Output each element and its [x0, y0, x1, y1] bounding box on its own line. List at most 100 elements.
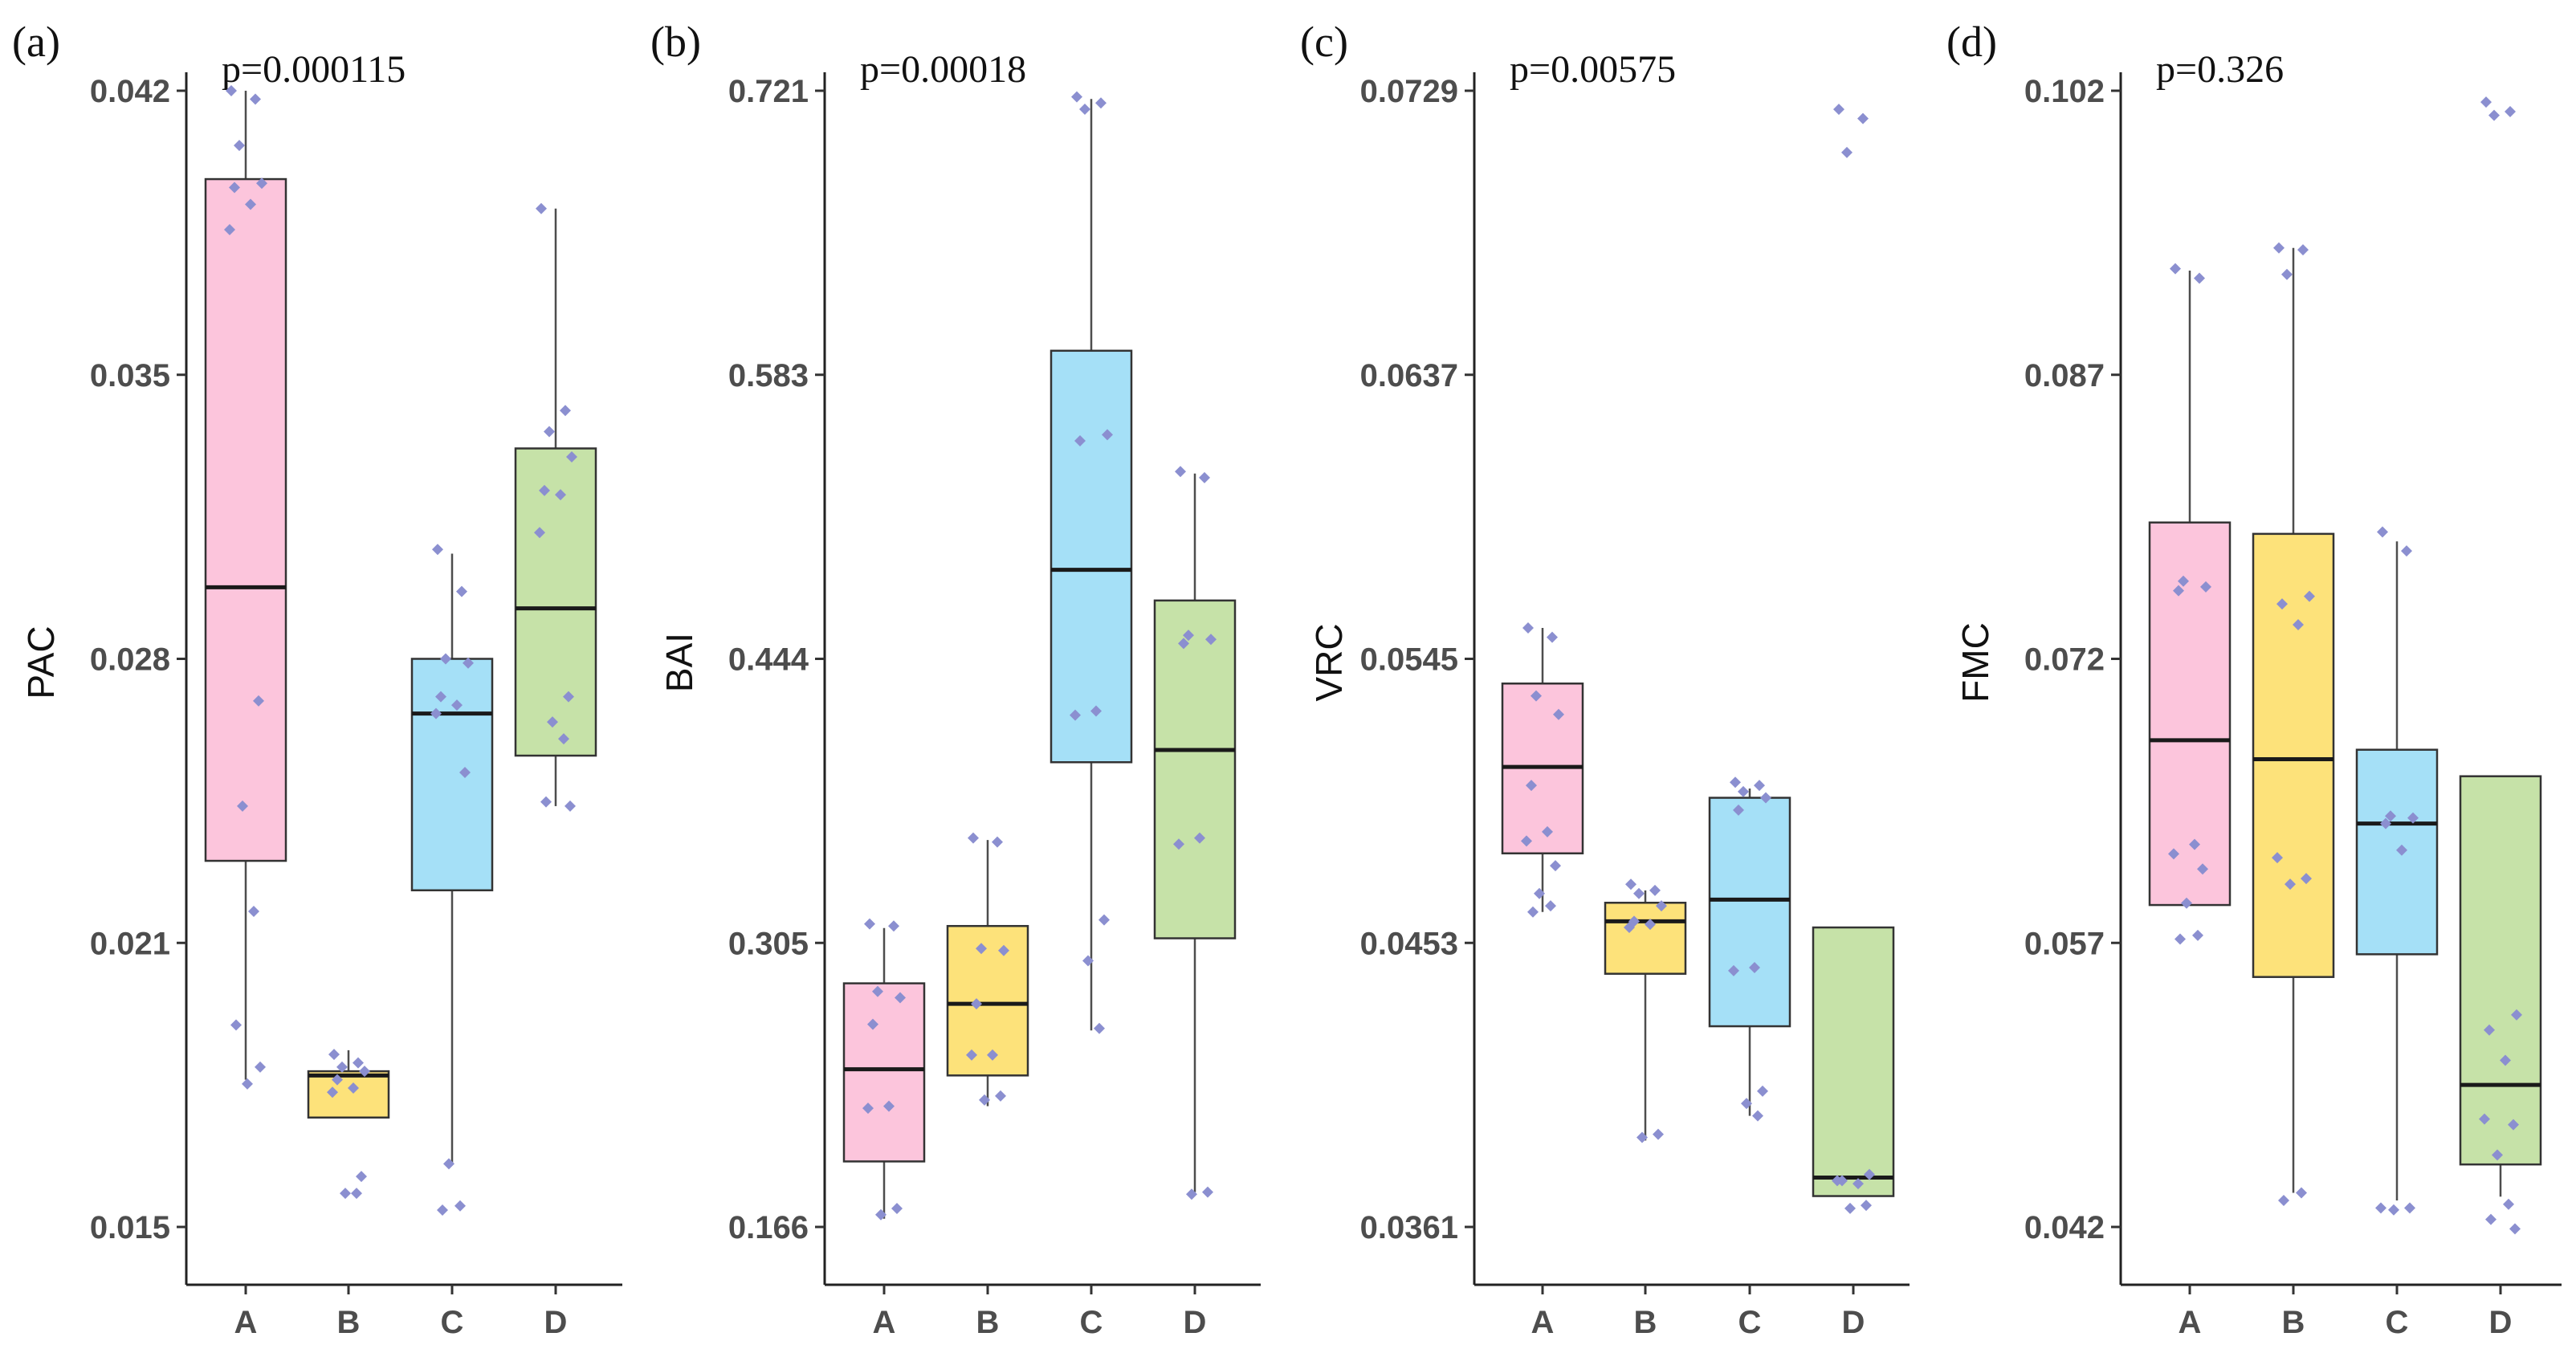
data-point [435, 691, 446, 703]
data-point [1633, 887, 1645, 899]
data-point [979, 1094, 990, 1106]
data-point [2189, 838, 2200, 850]
data-point [565, 800, 576, 812]
data-point [2484, 1024, 2495, 1036]
data-point [2278, 1194, 2289, 1206]
data-point [1547, 631, 1558, 643]
data-point [2488, 109, 2500, 121]
data-point [987, 1049, 998, 1061]
data-point [1202, 1186, 1213, 1198]
x-tick-label: A [234, 1305, 258, 1340]
data-point [1636, 1131, 1648, 1143]
y-tick-label: 0.042 [2024, 1210, 2105, 1245]
data-point [463, 657, 474, 669]
data-point [2304, 590, 2315, 602]
data-point [1653, 1128, 1664, 1140]
data-point [432, 544, 443, 556]
data-point [456, 585, 467, 597]
data-point [2168, 848, 2179, 860]
data-point [1833, 104, 1844, 116]
data-point [2173, 585, 2184, 597]
y-axis-title: BAI [658, 633, 700, 692]
box-D [2459, 775, 2542, 1166]
data-point [443, 1158, 454, 1170]
data-point [544, 426, 555, 438]
data-point [2479, 1113, 2490, 1125]
data-point [2192, 929, 2203, 941]
data-point [2380, 817, 2391, 829]
data-point [2385, 810, 2396, 822]
data-point [356, 1171, 367, 1183]
data-point [454, 1200, 466, 1212]
x-tick-label: C [2386, 1305, 2409, 1340]
data-point [2503, 1198, 2514, 1210]
data-point [2396, 844, 2407, 856]
y-tick-label: 0.0637 [1360, 358, 1458, 393]
data-point [875, 1208, 887, 1221]
data-point [2301, 873, 2312, 885]
x-tick-label: D [2489, 1305, 2513, 1340]
x-tick-label: D [1184, 1305, 1207, 1340]
box-group-A [2148, 263, 2232, 945]
data-point [242, 1078, 253, 1090]
data-point [555, 489, 566, 501]
data-point [1738, 785, 1749, 797]
data-point [1079, 103, 1090, 115]
data-point [539, 484, 550, 496]
data-point [1553, 708, 1564, 720]
data-point [2178, 575, 2189, 587]
p-value-annotation: p=0.326 [2156, 48, 2284, 91]
data-point [872, 985, 883, 997]
box-B [946, 924, 1029, 1077]
box-B [1604, 902, 1687, 975]
data-point [888, 920, 899, 932]
data-point [1760, 792, 1771, 804]
data-point [864, 918, 875, 930]
y-tick-label: 0.102 [2024, 74, 2105, 109]
y-tick-label: 0.444 [728, 642, 809, 678]
data-point [229, 181, 240, 194]
data-point [1526, 780, 1537, 792]
x-tick-label: B [976, 1305, 1000, 1340]
data-point [2508, 1119, 2519, 1131]
box-group-A [1501, 622, 1584, 918]
data-point [1844, 1202, 1856, 1214]
data-point [1534, 887, 1545, 899]
x-tick-label: A [2179, 1305, 2202, 1340]
data-point [867, 1018, 878, 1030]
data-point [1194, 832, 1205, 844]
data-point [327, 1086, 338, 1098]
data-point [1864, 1168, 1875, 1180]
y-tick-label: 0.305 [728, 926, 809, 961]
data-point [1857, 112, 1869, 124]
data-point [2511, 1009, 2522, 1021]
data-point [1645, 919, 1656, 931]
x-tick-label: A [873, 1305, 896, 1340]
y-tick-label: 0.057 [2024, 926, 2105, 961]
data-point [2175, 933, 2186, 945]
data-point [2401, 545, 2412, 557]
data-point [1550, 860, 1561, 872]
p-value-annotation: p=0.00018 [860, 48, 1026, 91]
data-point [563, 691, 574, 703]
x-tick-label: B [337, 1305, 361, 1340]
y-tick-label: 0.721 [728, 74, 809, 109]
box-C [2355, 748, 2439, 956]
y-tick-label: 0.583 [728, 358, 809, 393]
y-axis-title: FMC [1954, 622, 1996, 703]
data-point [1175, 466, 1186, 478]
data-point [2181, 897, 2192, 909]
data-point [234, 140, 245, 152]
x-tick-label: D [1842, 1305, 1865, 1340]
data-point [1757, 1085, 1768, 1097]
box-C [1708, 797, 1791, 1028]
data-point [1624, 922, 1635, 934]
data-point [1178, 638, 1189, 650]
box-D [1812, 926, 1895, 1197]
data-point [1090, 705, 1102, 717]
x-tick-label: C [1080, 1305, 1103, 1340]
data-point [451, 699, 463, 711]
y-tick-label: 0.028 [90, 642, 170, 678]
data-point [1071, 91, 1082, 103]
data-point [1095, 97, 1107, 109]
